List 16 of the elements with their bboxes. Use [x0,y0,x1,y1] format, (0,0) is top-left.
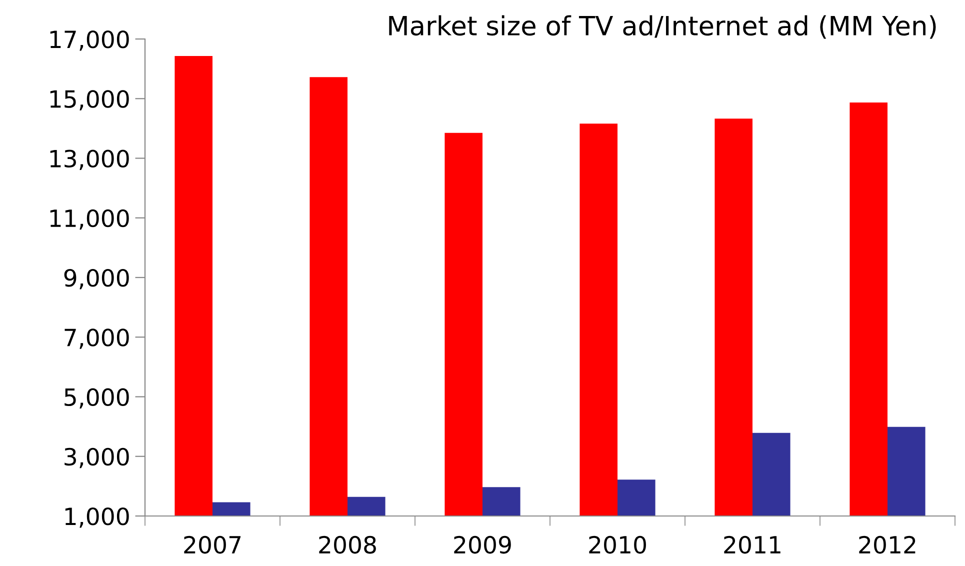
y-tick-label: 9,000 [64,268,129,290]
y-tick-label: 5,000 [64,388,129,408]
x-tick-label: 2008 [319,536,376,554]
y-tick-label: 3,000 [64,448,129,468]
y-tick-label: 15,000 [50,90,129,110]
x-tick-label: 2011 [724,536,780,554]
x-tick-label: 2012 [859,536,916,554]
y-tick-label: 7,000 [64,328,129,349]
chart-title: Market size of TV ad/Internet ad (MM Yen) [389,15,936,39]
y-tick-label: 1,000 [65,507,129,528]
y-tick-label: 17,000 [50,30,129,51]
x-tick-label: 2007 [184,536,241,554]
x-tick-label: 2010 [589,536,646,554]
x-tick-label: 2009 [454,536,511,554]
y-tick-label: 13,000 [50,150,129,170]
y-tick-label: 11,000 [50,209,129,230]
